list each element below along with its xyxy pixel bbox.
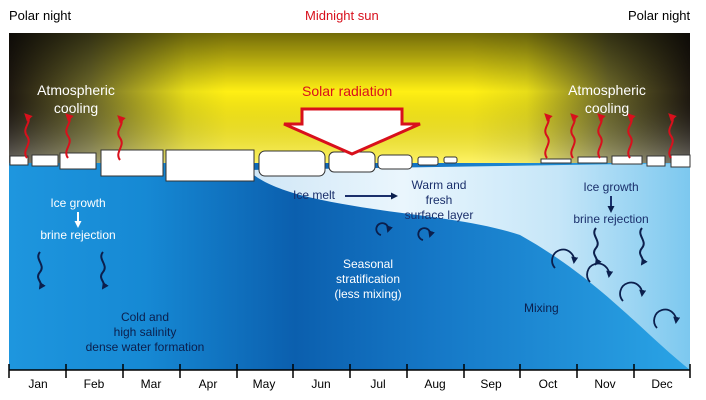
- mixing-label: Mixing: [524, 301, 559, 315]
- month-label-dec: Dec: [651, 377, 673, 391]
- month-axis: [8, 364, 691, 378]
- brine-rejection-right-label: brine rejection: [573, 212, 649, 226]
- brine-rejection-left-label: brine rejection: [40, 228, 116, 242]
- month-label-jul: Jul: [370, 377, 386, 391]
- atm-cooling-left-label: Atmospheric cooling: [37, 82, 115, 116]
- ice-growth-right-label: Ice growth: [583, 180, 639, 194]
- month-label-oct: Oct: [538, 377, 558, 391]
- month-label-aug: Aug: [424, 377, 446, 391]
- month-label-may: May: [252, 377, 276, 391]
- solar-down-arrow: [283, 107, 421, 156]
- wavy-heat-arrows: [24, 113, 677, 161]
- ice-melt-label: Ice melt: [293, 188, 336, 202]
- eddy-arrows: [375, 222, 681, 329]
- midnight-sun-label: Midnight sun: [305, 8, 379, 23]
- polar-night-left-label: Polar night: [9, 8, 72, 23]
- ice-growth-left-label: Ice growth: [50, 196, 106, 210]
- seasonal-stratification-label: Seasonal stratification (less mixing): [334, 257, 402, 301]
- polar-night-right-label: Polar night: [628, 8, 691, 23]
- month-label-mar: Mar: [140, 377, 162, 391]
- month-label-sep: Sep: [480, 377, 502, 391]
- month-label-apr: Apr: [198, 377, 218, 391]
- warm-fresh-label: Warm and fresh surface layer: [404, 178, 474, 222]
- solar-radiation-label: Solar radiation: [302, 83, 393, 99]
- atm-cooling-right-label: Atmospheric cooling: [568, 82, 646, 116]
- dense-water-label: Cold and high salinity dense water forma…: [85, 310, 205, 354]
- month-label-nov: Nov: [594, 377, 616, 391]
- wavy-brine-arrows: [37, 227, 648, 290]
- sea-ice-floes: [9, 149, 691, 182]
- month-label-jun: Jun: [311, 377, 331, 391]
- month-label-feb: Feb: [83, 377, 105, 391]
- surface-layer: [248, 163, 690, 370]
- month-label-jan: Jan: [28, 377, 48, 391]
